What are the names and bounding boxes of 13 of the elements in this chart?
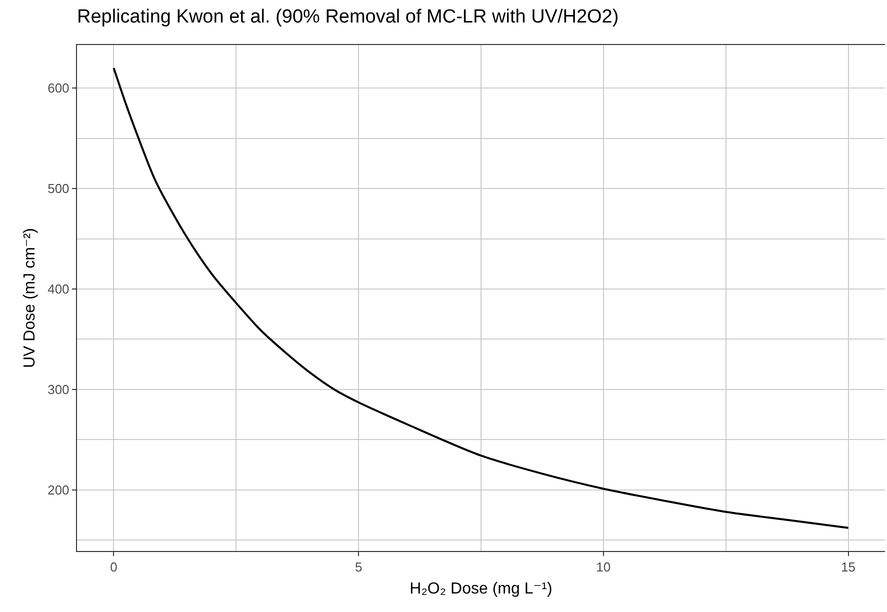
x-axis-title: H₂O₂ Dose (mg L⁻¹) — [410, 580, 552, 598]
x-tick-label: 15 — [841, 560, 856, 575]
y-tick-label: 400 — [48, 282, 70, 297]
y-tick-label: 600 — [48, 80, 70, 96]
y-tick-label: 300 — [48, 382, 70, 397]
chart-title: Replicating Kwon et al. (90% Removal of MC-LR with UV/H2O2) — [77, 6, 619, 28]
y-axis-title: UV Dose (mJ cm⁻²) — [21, 228, 38, 368]
y-tick-label: 200 — [48, 482, 70, 498]
x-tick-label: 0 — [110, 560, 118, 575]
line-series — [112, 67, 850, 529]
x-tick-label: 10 — [596, 560, 611, 575]
x-tick-label: 5 — [354, 560, 362, 575]
y-tick-label: 500 — [48, 181, 70, 196]
